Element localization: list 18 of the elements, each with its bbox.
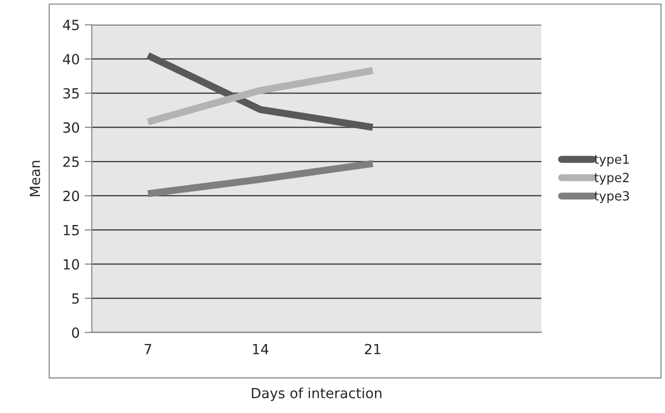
y-tick-label: 0 [72, 327, 80, 338]
y-tick-label: 40 [62, 54, 80, 64]
y-tick-label: 10 [64, 259, 80, 270]
x-axis-title: Days of interaction [252, 388, 382, 402]
y-tick-label: 35 [63, 88, 79, 99]
x-tick-label: 14 [253, 344, 268, 354]
y-tick-label: 45 [62, 20, 79, 30]
legend-label: type1 [594, 154, 629, 166]
y-tick-label: 25 [63, 156, 79, 168]
x-tick-label: 7 [144, 344, 152, 354]
y-tick-label: 30 [63, 122, 80, 133]
legend-label: type2 [594, 172, 629, 185]
y-axis-title: Mean [30, 160, 40, 196]
y-tick-label: 20 [63, 190, 80, 202]
y-tick-label: 5 [72, 293, 79, 304]
legend-label: type3 [594, 191, 629, 204]
y-tick-label: 15 [64, 225, 79, 236]
x-tick-label: 21 [364, 344, 380, 354]
